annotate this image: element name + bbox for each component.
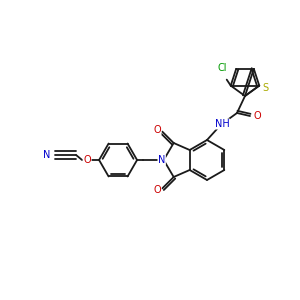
- Text: N: N: [43, 150, 50, 160]
- Text: S: S: [262, 82, 268, 93]
- Text: O: O: [83, 155, 91, 165]
- Text: O: O: [153, 124, 161, 135]
- Text: NH: NH: [214, 119, 230, 129]
- Text: O: O: [253, 111, 261, 121]
- Text: N: N: [158, 155, 165, 165]
- Text: O: O: [153, 185, 161, 195]
- Text: Cl: Cl: [218, 63, 227, 73]
